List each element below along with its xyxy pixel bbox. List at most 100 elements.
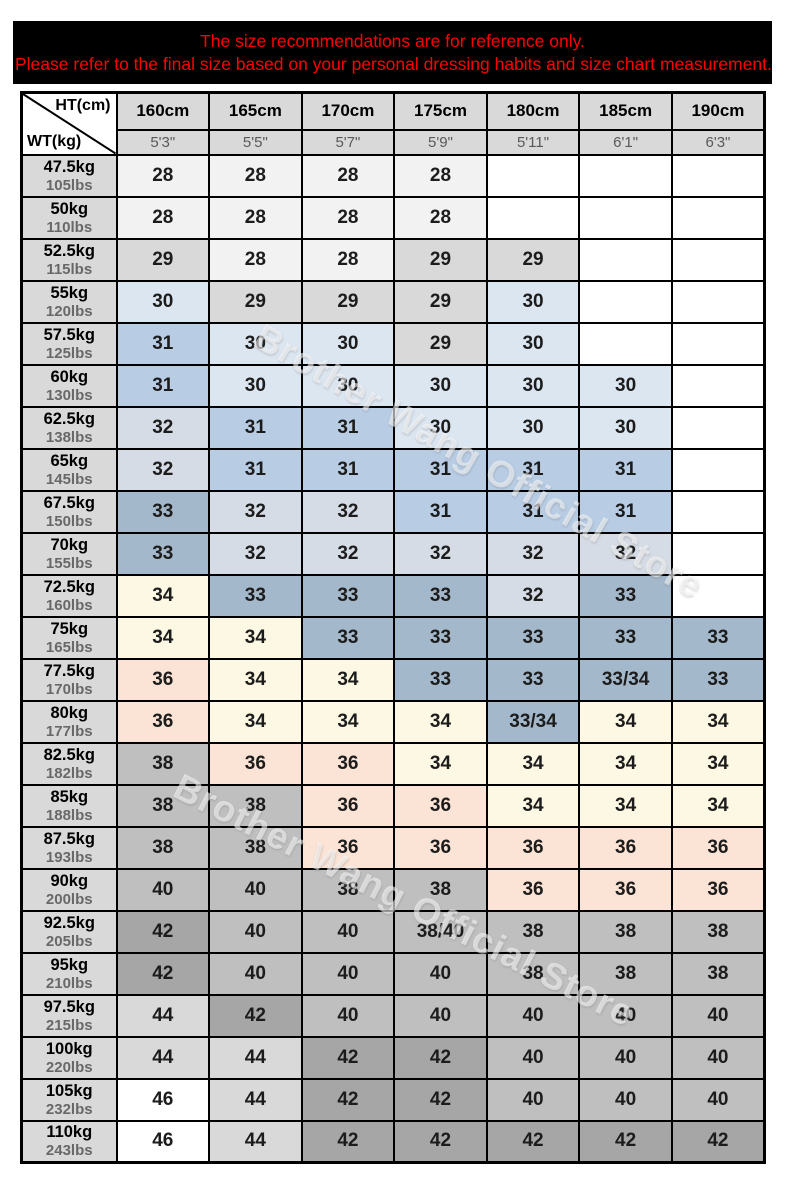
weight-row: 77.5kg 170lbs 36 34 34 33 33 33/34 33: [20, 657, 766, 702]
size-cell: [485, 195, 581, 240]
size-cell: 30: [578, 405, 673, 450]
size-cell: 32: [393, 531, 488, 576]
size-cell: 40: [208, 867, 303, 912]
size-cell: 44: [115, 1035, 211, 1080]
size-cell: 40: [670, 993, 766, 1038]
weight-kg-label: 50kg: [50, 199, 89, 218]
size-cell: 30: [485, 363, 581, 408]
size-cell: 31: [485, 489, 581, 534]
weight-kg-label: 110kg: [46, 1123, 93, 1142]
weight-row: 90kg 200lbs 40 40 38 38 36 36 36: [20, 867, 766, 912]
size-cell: 34: [208, 615, 303, 660]
disclaimer-line-1: The size recommendations are for referen…: [200, 31, 585, 51]
size-cell: 29: [485, 237, 581, 282]
weight-row-header: 90kg 200lbs: [20, 867, 118, 912]
size-cell: 34: [300, 657, 396, 702]
weight-row-header: 110kg 243lbs: [20, 1119, 118, 1164]
size-cell: 33: [578, 573, 673, 618]
weight-row-header: 70kg 155lbs: [20, 531, 118, 576]
weight-lbs-label: 177lbs: [45, 722, 93, 740]
weight-row: 70kg 155lbs 33 32 32 32 32 32: [20, 531, 766, 576]
weight-kg-label: 72.5kg: [43, 577, 95, 596]
weight-lbs-label: 232lbs: [45, 1100, 93, 1118]
size-cell: 31: [393, 489, 488, 534]
weight-lbs-label: 160lbs: [45, 596, 93, 614]
size-cell: 31: [578, 447, 673, 492]
weight-row: 52.5kg 115lbs 29 28 28 29 29: [20, 237, 766, 282]
size-cell: 36: [670, 825, 766, 870]
weight-row-header: 72.5kg 160lbs: [20, 573, 118, 618]
size-cell: 34: [485, 741, 581, 786]
size-cell: [578, 279, 673, 324]
size-cell: 36: [300, 783, 396, 828]
size-cell: 28: [115, 195, 211, 240]
size-cell: [578, 153, 673, 198]
height-header-180: 180cm: [485, 91, 581, 131]
size-cell: [670, 531, 766, 576]
size-cell: 42: [115, 951, 211, 996]
weight-kg-label: 55kg: [50, 283, 89, 302]
size-cell: 33: [670, 615, 766, 660]
size-cell: 34: [300, 699, 396, 744]
size-cell: 33: [578, 615, 673, 660]
size-cell: 29: [300, 279, 396, 324]
size-cell: 44: [208, 1035, 303, 1080]
size-cell: [670, 489, 766, 534]
weight-lbs-label: 220lbs: [45, 1058, 93, 1076]
size-cell: 28: [208, 195, 303, 240]
size-cell: 30: [115, 279, 211, 324]
size-cell: 29: [393, 237, 488, 282]
weight-kg-label: 95kg: [50, 955, 89, 974]
weight-row-header: 67.5kg 150lbs: [20, 489, 118, 534]
weight-kg-label: 57.5kg: [43, 325, 95, 344]
weight-row: 57.5kg 125lbs 31 30 30 29 30: [20, 321, 766, 366]
weight-row-header: 50kg 110lbs: [20, 195, 118, 240]
size-cell: 29: [393, 279, 488, 324]
weight-kg-label: 52.5kg: [43, 241, 95, 260]
size-cell: 30: [578, 363, 673, 408]
size-cell: 29: [208, 279, 303, 324]
size-cell: 38: [300, 867, 396, 912]
size-cell: [578, 237, 673, 282]
weight-row-header: 57.5kg 125lbs: [20, 321, 118, 366]
size-cell: 32: [115, 405, 211, 450]
weight-row-header: 65kg 145lbs: [20, 447, 118, 492]
weight-row: 105kg 232lbs 46 44 42 42 40 40 40: [20, 1077, 766, 1122]
height-header-190: 190cm: [670, 91, 766, 131]
weight-row: 82.5kg 182lbs 38 36 36 34 34 34 34: [20, 741, 766, 786]
weight-lbs-label: 182lbs: [45, 764, 93, 782]
size-cell: 38: [485, 909, 581, 954]
size-cell: 40: [578, 993, 673, 1038]
weight-row-header: 75kg 165lbs: [20, 615, 118, 660]
height-header-165: 165cm: [208, 91, 303, 131]
weight-row: 87.5kg 193lbs 38 38 36 36 36 36 36: [20, 825, 766, 870]
size-cell: 28: [115, 153, 211, 198]
size-cell: 28: [393, 153, 488, 198]
size-cell: [670, 237, 766, 282]
weight-kg-label: 60kg: [50, 367, 89, 386]
size-cell: 34: [670, 741, 766, 786]
size-cell: [670, 447, 766, 492]
size-cell: 40: [485, 1077, 581, 1122]
size-cell: 40: [208, 909, 303, 954]
size-cell: 30: [393, 363, 488, 408]
size-cell: 38: [393, 867, 488, 912]
height-header-160: 160cm: [115, 91, 211, 131]
size-cell: 33: [115, 531, 211, 576]
height-header-175: 175cm: [393, 91, 488, 131]
weight-row-header: 47.5kg 105lbs: [20, 153, 118, 198]
weight-kg-label: 70kg: [50, 535, 89, 554]
size-cell: 30: [393, 405, 488, 450]
weight-lbs-label: 105lbs: [45, 176, 93, 194]
size-cell: 38: [670, 909, 766, 954]
size-cell: 42: [393, 1077, 488, 1122]
size-cell: 44: [208, 1119, 303, 1164]
size-cell: 31: [208, 405, 303, 450]
size-cell: 42: [670, 1119, 766, 1164]
size-cell: 32: [578, 531, 673, 576]
size-cell: 34: [670, 783, 766, 828]
weight-lbs-label: 193lbs: [45, 848, 93, 866]
weight-lbs-label: 145lbs: [45, 470, 93, 488]
size-cell: 28: [300, 153, 396, 198]
height-ft-row: 5'3" 5'5" 5'7" 5'9" 5'11" 6'1" 6'3": [22, 128, 766, 156]
